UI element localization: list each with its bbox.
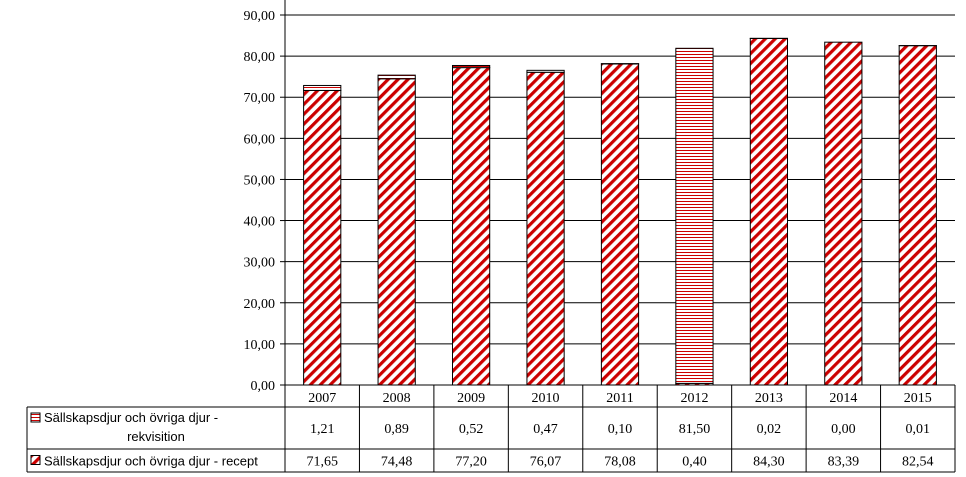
- y-tick-label: 10,00: [244, 338, 276, 353]
- data-label-rekvisition: 0,02: [757, 422, 782, 437]
- bar-2013-recept: [749, 37, 788, 386]
- legend-key-recept: [30, 455, 41, 465]
- data-label-rekvisition: 1,21: [310, 422, 335, 437]
- y-tick-label: 20,00: [244, 297, 276, 312]
- data-label-rekvisition: 81,50: [679, 422, 711, 437]
- category-label: 2009: [457, 391, 485, 406]
- y-tick-label: 30,00: [244, 256, 276, 271]
- category-label: 2010: [532, 391, 560, 406]
- data-label-recept: 82,54: [902, 455, 934, 470]
- bar-2009-rekvisition: [452, 64, 491, 69]
- legend-label-rekvisition-line2: rekvisition: [127, 429, 185, 444]
- y-tick-label: 70,00: [244, 91, 276, 106]
- legend-label-rekvisition: Sällskapsdjur och övriga djur -: [44, 410, 218, 425]
- data-label-rekvisition: 0,10: [608, 422, 633, 437]
- data-label-rekvisition: 0,47: [533, 422, 558, 437]
- y-tick-label: 60,00: [244, 132, 276, 147]
- bar-2008-recept: [377, 78, 416, 386]
- bars: [303, 37, 937, 386]
- data-label-recept: 0,40: [682, 455, 707, 470]
- category-label: 2008: [383, 391, 411, 406]
- data-label-recept: 74,48: [381, 455, 413, 470]
- legend-label-recept: Sällskapsdjur och övriga djur - recept: [44, 454, 258, 469]
- bar-2010-recept: [526, 71, 565, 386]
- bar-2015-recept: [898, 45, 937, 386]
- category-label: 2015: [904, 391, 932, 406]
- data-label-recept: 84,30: [753, 455, 785, 470]
- category-label: 2012: [680, 391, 708, 406]
- bar-2010-rekvisition: [526, 69, 565, 73]
- data-label-rekvisition: 0,89: [384, 422, 409, 437]
- bar-2014-recept: [824, 41, 863, 386]
- y-tick-label: 40,00: [244, 215, 276, 230]
- y-tick-label: 90,00: [244, 9, 276, 24]
- category-label: 2011: [606, 391, 633, 406]
- bar-2007-recept: [303, 89, 342, 386]
- data-label-rekvisition: 0,00: [831, 422, 856, 437]
- bar-2009-recept: [452, 67, 491, 386]
- category-label: 2014: [829, 391, 857, 406]
- category-label: 2007: [308, 391, 336, 406]
- data-label-recept: 71,65: [306, 455, 338, 470]
- data-label-recept: 77,20: [455, 455, 487, 470]
- data-label-rekvisition: 0,52: [459, 422, 484, 437]
- legend-key-rekvisition: [30, 412, 41, 423]
- y-axis: 0,00 10,00 20,00 30,00 40,00 50,00 60,00 70,00 8…: [244, 0, 286, 394]
- data-label-recept: 78,08: [604, 455, 636, 470]
- data-label-rekvisition: 0,01: [906, 422, 931, 437]
- bar-2008-rekvisition: [377, 74, 416, 80]
- y-tick-label: 0,00: [251, 379, 276, 394]
- data-table: 2007 2008 2009 2010 2011 2012 2013 2014 2015 Säll…: [26, 384, 956, 473]
- bar-2012-rekvisition: [675, 47, 714, 384]
- bar-2007-rekvisition: [303, 84, 342, 91]
- y-tick-label: 50,00: [244, 173, 276, 188]
- data-label-recept: 83,39: [828, 455, 860, 470]
- bar-2011-recept: [600, 63, 640, 386]
- category-label: 2013: [755, 391, 783, 406]
- data-label-recept: 76,07: [530, 455, 562, 470]
- y-tick-label: 80,00: [244, 50, 276, 65]
